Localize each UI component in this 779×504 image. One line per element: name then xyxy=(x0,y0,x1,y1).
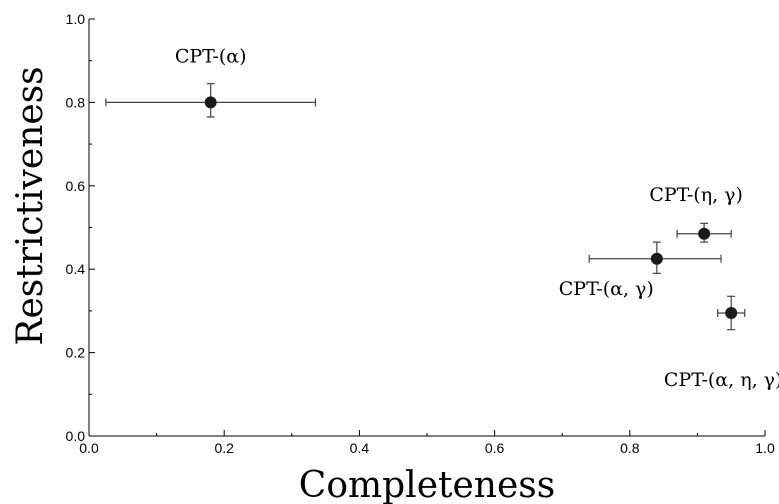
y-tick-label-0: 0.0 xyxy=(66,428,86,444)
y-tick-label-4: 0.8 xyxy=(66,94,86,110)
point-label-3: CPT-(α, η, γ) xyxy=(664,369,779,391)
x-axis-title: Completeness xyxy=(299,465,555,504)
y-tick-label-3: 0.6 xyxy=(66,178,86,194)
data-points xyxy=(205,96,738,319)
y-tick-label-1: 0.2 xyxy=(66,345,86,361)
x-tick-label-3: 0.6 xyxy=(485,440,505,456)
point-label-0: CPT-(α) xyxy=(175,45,247,67)
point-label-2: CPT-(α, γ) xyxy=(559,278,654,300)
data-point-0 xyxy=(205,96,217,108)
data-point-1 xyxy=(698,228,710,240)
y-tick-label-2: 0.4 xyxy=(66,261,86,277)
data-point-3 xyxy=(725,307,737,319)
x-tick-label-5: 1.0 xyxy=(755,440,775,456)
x-tick-label-4: 0.8 xyxy=(620,440,640,456)
y-tick-label-5: 1.0 xyxy=(66,11,86,27)
point-labels: CPT-(α) CPT-(η, γ) CPT-(α, γ) CPT-(α, η, γ) xyxy=(175,45,779,391)
y-axis-title: Restrictiveness xyxy=(10,66,51,345)
point-label-1: CPT-(η, γ) xyxy=(649,184,743,206)
x-tick-label-1: 0.2 xyxy=(214,440,234,456)
data-point-2 xyxy=(651,253,663,265)
x-tick-label-2: 0.4 xyxy=(350,440,370,456)
